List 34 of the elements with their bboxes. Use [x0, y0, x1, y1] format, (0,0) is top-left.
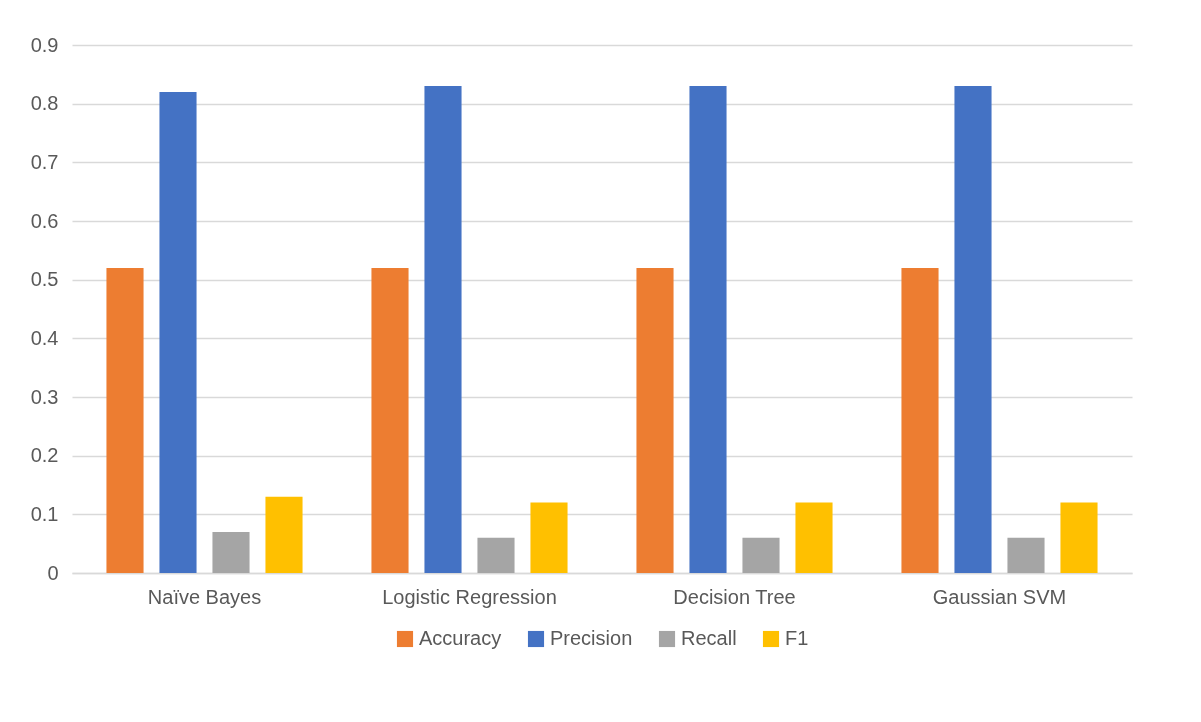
bar — [901, 267, 939, 573]
y-tick-label: 0.5 — [30, 268, 59, 291]
x-tick-label: Decision Tree — [673, 585, 796, 608]
bar — [1060, 502, 1098, 573]
bar — [742, 537, 780, 573]
legend-label: F1 — [785, 627, 809, 649]
bar — [689, 86, 727, 573]
bar — [636, 267, 674, 573]
bar — [530, 502, 568, 573]
legend-label: Recall — [681, 627, 737, 649]
x-tick-label: Gaussian SVM — [932, 585, 1067, 608]
x-tick-label: Logistic Regression — [382, 585, 557, 608]
bar — [954, 86, 992, 573]
bar — [106, 267, 144, 573]
y-tick-label: 0.4 — [30, 326, 59, 349]
bar — [159, 91, 197, 573]
legend-label: Precision — [550, 627, 633, 649]
bar — [477, 537, 515, 573]
bar — [795, 502, 833, 573]
y-tick-label: 0.6 — [30, 209, 59, 232]
legend-label: Accuracy — [419, 627, 502, 649]
bar — [212, 531, 250, 573]
x-tick-label: Naïve Bayes — [147, 585, 262, 608]
bar — [424, 86, 462, 573]
bar — [1007, 537, 1045, 573]
y-tick-label: 0.1 — [30, 502, 59, 525]
y-tick-label: 0.8 — [30, 92, 59, 115]
y-tick-label: 0 — [47, 561, 59, 584]
y-tick-label: 0.7 — [30, 150, 59, 173]
bar — [265, 496, 303, 573]
bar — [371, 267, 409, 573]
y-tick-label: 0.9 — [30, 33, 59, 56]
y-tick-label: 0.3 — [30, 385, 59, 408]
y-tick-label: 0.2 — [30, 444, 59, 467]
